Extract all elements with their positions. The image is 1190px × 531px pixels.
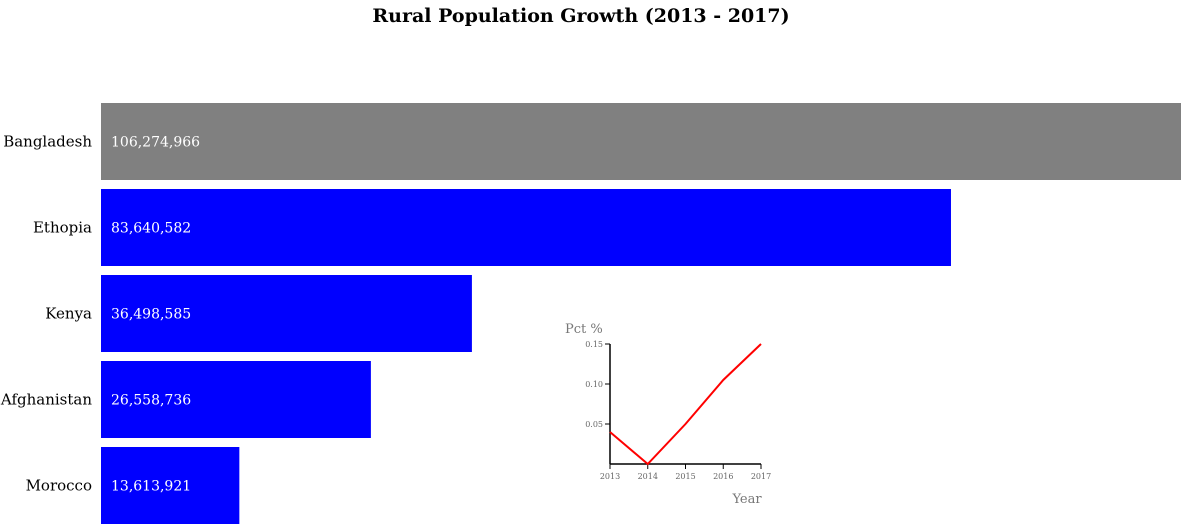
data-label: 13,613,921 (111, 479, 191, 495)
data-label: 106,274,966 (111, 135, 200, 151)
chart-title: Rural Population Growth (2013 - 2017) (372, 5, 790, 27)
bar-morocco (101, 447, 240, 524)
x-tick-label: 2015 (675, 472, 695, 481)
growth-line (609, 343, 762, 466)
data-label: 26,558,736 (111, 393, 191, 409)
category-label: Morocco (26, 477, 92, 495)
x-axis-title: Year (731, 492, 762, 507)
bar-afghanistan (101, 361, 371, 438)
x-tick-label: 2013 (600, 472, 620, 481)
x-tick-label: 2017 (751, 472, 771, 481)
category-label: Afghanistan (0, 391, 92, 409)
bar-ethopia (101, 189, 951, 266)
y-tick-label: 0.10 (585, 380, 603, 389)
bar-series: Bangladesh 106,274,966 Ethopia 83,640,582 Ke… (0, 103, 1181, 524)
bar-kenya (101, 275, 472, 352)
x-tick-label: 2016 (713, 472, 733, 481)
data-label: 83,640,582 (111, 221, 191, 237)
y-tick-label: 0.05 (585, 420, 603, 429)
x-tick-label: 2014 (638, 472, 658, 481)
category-label: Kenya (45, 305, 92, 323)
category-label: Ethopia (33, 219, 92, 237)
category-label: Bangladesh (3, 133, 92, 151)
growth-line-chart: 0.05 0.10 0.15 2013 2014 2015 2016 2017 Pct % Yea… (565, 322, 771, 507)
y-axis-title: Pct % (565, 322, 603, 337)
y-tick-label: 0.15 (585, 340, 603, 349)
data-label: 36,498,585 (111, 307, 191, 323)
bar-bangladesh (101, 103, 1181, 180)
